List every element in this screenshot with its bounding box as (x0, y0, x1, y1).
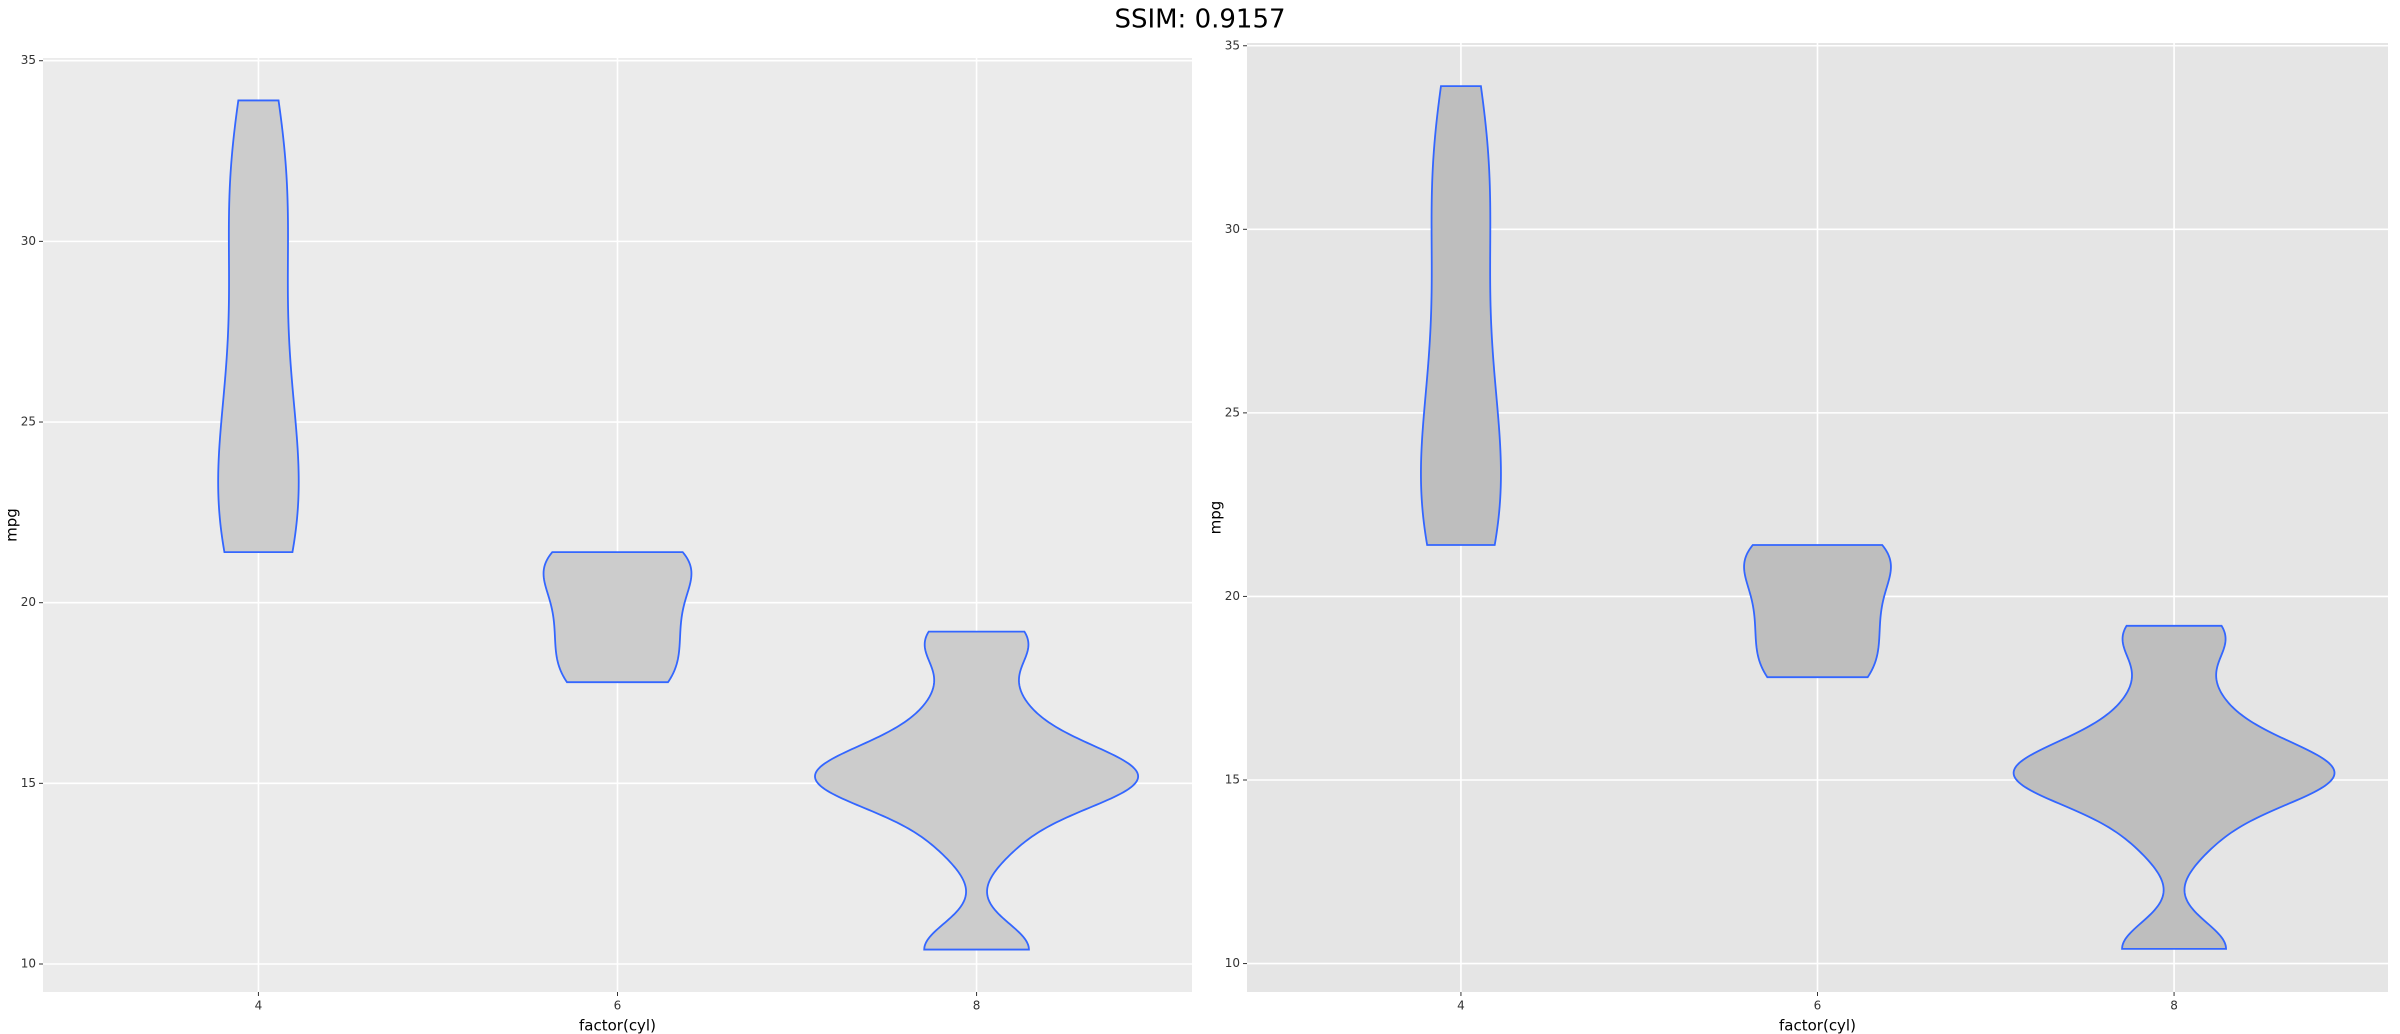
y-tick-label: 35 (21, 53, 36, 67)
page-title: SSIM: 0.9157 (1114, 5, 1285, 35)
y-tick-label: 25 (21, 415, 36, 429)
x-tick-label: 4 (1457, 999, 1465, 1013)
y-tick-label: 15 (1225, 772, 1240, 786)
violin (217, 99, 300, 553)
y-tick-label: 30 (1225, 222, 1240, 236)
violin (1743, 544, 1892, 679)
violin (2012, 624, 2336, 950)
y-tick-label: 20 (1225, 589, 1240, 603)
violin (814, 630, 1140, 951)
y-axis-title: mpg (3, 508, 21, 542)
x-axis-title: factor(cyl) (579, 1017, 656, 1034)
y-tick-label: 10 (1225, 956, 1240, 970)
x-tick-label: 8 (973, 999, 981, 1013)
y-tick-label: 25 (1225, 405, 1240, 419)
x-tick-label: 6 (1814, 999, 1822, 1013)
y-tick-label: 35 (1225, 38, 1240, 52)
y-tick-label: 10 (21, 956, 36, 970)
x-axis-title: factor(cyl) (1779, 1017, 1856, 1034)
x-tick-label: 4 (255, 999, 263, 1013)
y-axis-title: mpg (1207, 501, 1225, 535)
y-tick-label: 15 (21, 776, 36, 790)
y-tick-label: 20 (21, 595, 36, 609)
violin (1420, 85, 1502, 546)
x-tick-label: 6 (614, 999, 622, 1013)
y-tick-label: 30 (21, 234, 36, 248)
x-tick-label: 8 (2170, 999, 2178, 1013)
violin (542, 551, 693, 684)
